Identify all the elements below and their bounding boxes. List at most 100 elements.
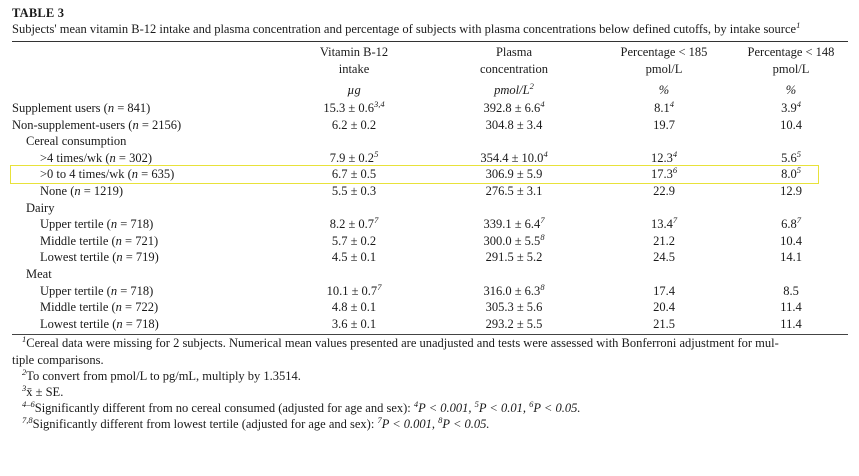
cell-plasma: 300.0 ± 5.58 — [483, 231, 545, 248]
table-row: None (n = 1219) 5.5 ± 0.3 276.5 ± 3.1 22.9 1… — [12, 183, 848, 200]
cell-plasma: 306.9 ± 5.9 — [485, 167, 543, 182]
cell-intake: 15.3 ± 0.63,4 — [323, 99, 385, 116]
cell-pct148: 11.4 — [780, 316, 802, 331]
footnote-4-6: 4–6Significantly different from no cerea… — [22, 399, 581, 416]
cell-intake: 8.2 ± 0.77 — [329, 215, 379, 232]
cell-pct148: 10.4 — [780, 117, 802, 132]
cell-intake — [274, 200, 434, 217]
table-row: Upper tertile (n = 718) 10.1 ± 0.77 316.0 … — [12, 281, 848, 300]
cell-pct185: 12.34 — [650, 148, 678, 165]
cell-pct185 — [594, 266, 734, 283]
cell-intake: 5.7 ± 0.2 — [331, 233, 377, 248]
table-group-row: Meat — [12, 266, 848, 283]
cell-pct185: 8.14 — [654, 99, 674, 116]
footnote-3: 3x̄ ± SE. — [22, 383, 64, 400]
table-group-row: Dairy — [12, 200, 848, 217]
cell-pct185: 21.5 — [653, 316, 675, 331]
cell-pct148: 10.4 — [780, 233, 802, 248]
unit-intake: µg — [347, 82, 361, 97]
cell-intake — [274, 133, 434, 150]
footnote-7-8: 7,8Significantly different from lowest t… — [22, 415, 490, 432]
cell-intake: 7.9 ± 0.25 — [329, 148, 379, 165]
header-pct185: Percentage < 185 pmol/L — [620, 44, 708, 76]
cell-plasma — [434, 266, 594, 283]
cell-plasma: 354.4 ± 10.04 — [480, 148, 548, 165]
row-label: Upper tertile (n = 718) — [40, 217, 154, 232]
row-label: Middle tertile (n = 721) — [40, 233, 159, 248]
cell-plasma: 392.8 ± 6.64 — [483, 99, 545, 116]
cell-pct185: 19.7 — [653, 117, 675, 132]
top-rule — [12, 40, 848, 42]
cell-intake — [274, 266, 434, 283]
cell-pct148 — [734, 266, 848, 283]
header-intake: Vitamin B-12 intake — [319, 44, 389, 76]
cell-plasma: 293.2 ± 5.5 — [485, 316, 543, 331]
cell-pct148: 14.1 — [780, 250, 802, 265]
row-label: >0 to 4 times/wk (n = 635) — [40, 167, 175, 182]
row-label: Cereal consumption — [26, 134, 127, 149]
header-source — [12, 44, 274, 78]
row-label: Upper tertile (n = 718) — [40, 283, 154, 298]
table-row: Middle tertile (n = 721) 5.7 ± 0.2 300.0 ±… — [12, 233, 848, 250]
unit-pct148: % — [785, 82, 797, 97]
table-row: Lowest tertile (n = 718) 3.6 ± 0.1 293.2 ±… — [12, 316, 848, 333]
cell-intake: 4.5 ± 0.1 — [331, 250, 377, 265]
caption-text: Subjects' mean vitamin B-12 intake and p… — [12, 22, 797, 36]
cell-intake: 6.7 ± 0.5 — [331, 167, 377, 182]
cell-pct148: 8.05 — [781, 165, 801, 182]
row-label: Lowest tertile (n = 719) — [40, 250, 159, 265]
cell-pct148: 6.87 — [781, 215, 801, 232]
row-label: Lowest tertile (n = 718) — [40, 316, 159, 331]
cell-pct185: 24.5 — [653, 250, 675, 265]
cell-pct185: 17.36 — [650, 165, 678, 182]
cell-intake: 4.8 ± 0.1 — [331, 300, 377, 315]
cell-pct185 — [594, 133, 734, 150]
table-body: Supplement users (n = 841) 15.3 ± 0.63,4 3… — [12, 100, 848, 332]
cell-plasma: 316.0 ± 6.38 — [483, 281, 545, 298]
unit-plasma: pmol/L2 — [494, 80, 534, 97]
table-row: >4 times/wk (n = 302) 7.9 ± 0.25 354.4 ± 1… — [12, 150, 848, 167]
header-pct148: Percentage < 148 pmol/L — [747, 44, 835, 76]
table-row: Supplement users (n = 841) 15.3 ± 0.63,4 3… — [12, 100, 848, 117]
cell-pct185 — [594, 200, 734, 217]
table-row: >0 to 4 times/wk (n = 635) 6.7 ± 0.5 306.9… — [12, 166, 848, 183]
unit-pct185: % — [658, 82, 670, 97]
cell-intake: 5.5 ± 0.3 — [331, 184, 377, 199]
header-plasma: Plasma concentration — [479, 44, 549, 76]
footnote-2: 2To convert from pmol/L to pg/mL, multip… — [22, 366, 301, 383]
cell-pct185: 13.47 — [650, 215, 678, 232]
row-label: Supplement users (n = 841) — [12, 101, 151, 116]
table-row: Lowest tertile (n = 719) 4.5 ± 0.1 291.5 ±… — [12, 249, 848, 266]
cell-pct148: 11.4 — [780, 300, 802, 315]
bottom-rule — [12, 334, 848, 336]
cell-intake: 10.1 ± 0.77 — [326, 281, 382, 298]
row-label: Non-supplement-users (n = 2156) — [12, 117, 182, 132]
cell-pct185: 21.2 — [653, 233, 675, 248]
units-row: µg pmol/L2 % % — [12, 78, 848, 101]
cell-pct148: 8.5 — [783, 283, 799, 298]
table-caption: Subjects' mean vitamin B-12 intake and p… — [12, 20, 848, 38]
cell-intake: 6.2 ± 0.2 — [331, 117, 377, 132]
row-label: Middle tertile (n = 722) — [40, 300, 159, 315]
footnote-1-continued: tiple comparisons. — [12, 352, 104, 367]
header-row: Vitamin B-12 intake Plasma concentration… — [12, 44, 848, 78]
cell-plasma: 305.3 ± 5.6 — [485, 300, 543, 315]
cell-plasma: 339.1 ± 6.47 — [483, 215, 545, 232]
row-label: Meat — [26, 267, 52, 282]
cell-pct185: 17.4 — [653, 283, 675, 298]
cell-plasma: 291.5 ± 5.2 — [485, 250, 543, 265]
row-label: Dairy — [26, 200, 55, 215]
footnote-1: 1Cereal data were missing for 2 subjects… — [22, 334, 779, 351]
cell-plasma: 304.8 ± 3.4 — [485, 117, 543, 132]
caption-footnote-mark: 1 — [796, 20, 801, 30]
cell-pct185: 22.9 — [653, 184, 675, 199]
table-row: Upper tertile (n = 718) 8.2 ± 0.77 339.1 ±… — [12, 216, 848, 233]
cell-pct148: 12.9 — [780, 184, 802, 199]
cell-plasma — [434, 200, 594, 217]
cell-pct148 — [734, 133, 848, 150]
row-label: None (n = 1219) — [40, 184, 124, 199]
data-table: Vitamin B-12 intake Plasma concentration… — [12, 44, 848, 333]
cell-plasma — [434, 133, 594, 150]
table-group-row: Cereal consumption — [12, 133, 848, 150]
cell-intake: 3.6 ± 0.1 — [331, 316, 377, 331]
